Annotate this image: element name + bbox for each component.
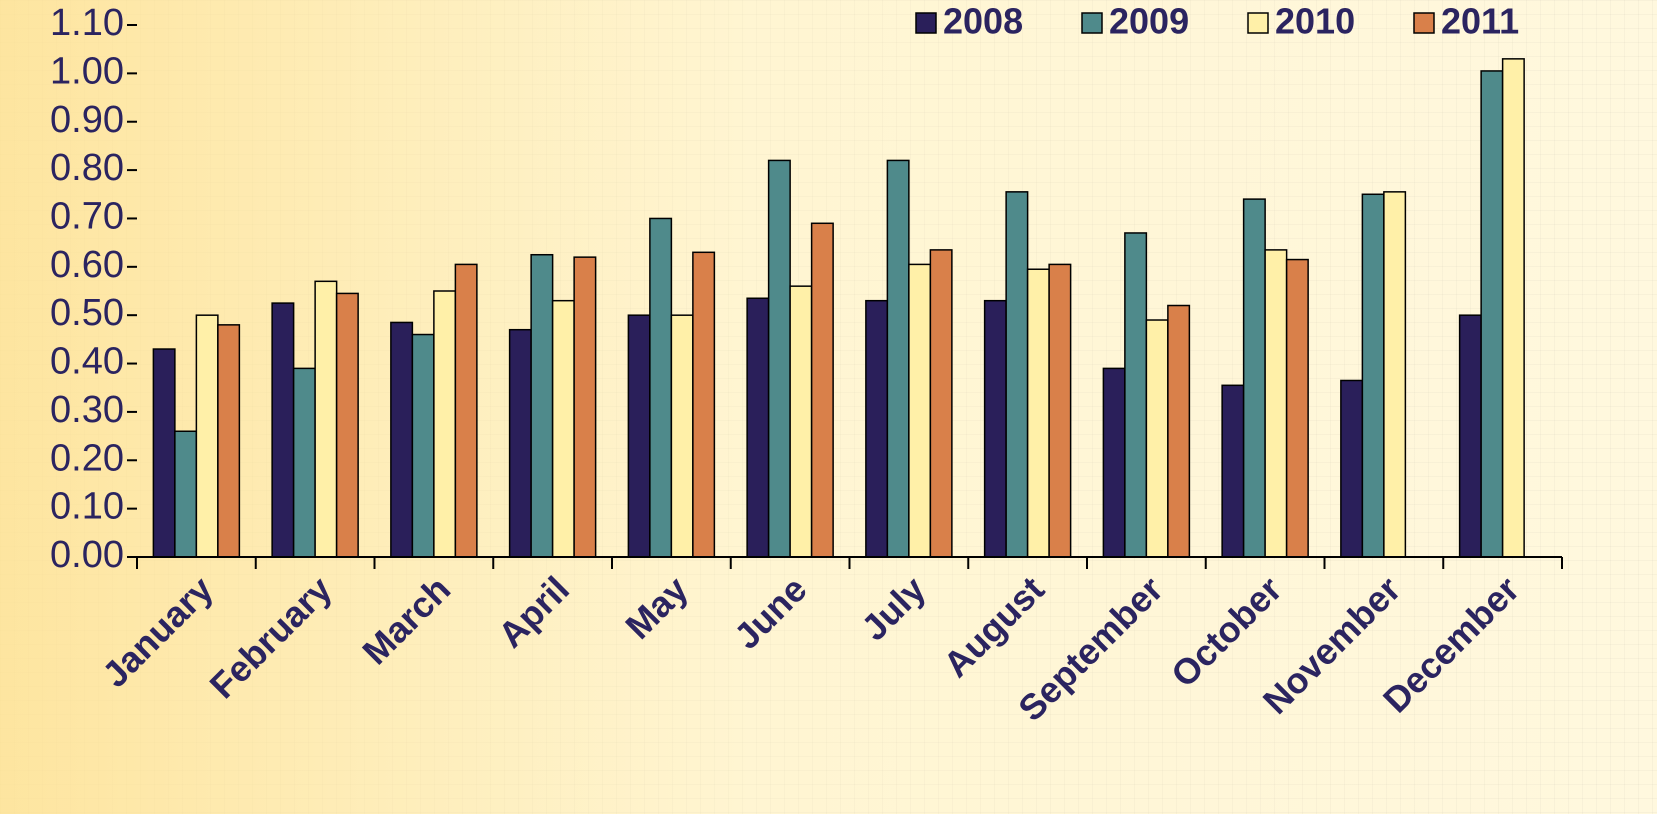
legend-label: 2010 — [1275, 1, 1355, 42]
y-tick-label: 0.20 — [50, 437, 124, 479]
bar — [292, 367, 316, 558]
bar — [692, 251, 716, 558]
bar — [217, 324, 241, 558]
y-tick-label: 0.40 — [50, 341, 124, 383]
bar — [670, 314, 694, 558]
bar — [271, 302, 295, 558]
bar — [411, 333, 435, 558]
bar — [1145, 319, 1169, 558]
legend-swatch — [1081, 12, 1103, 34]
x-tick-label: May — [617, 568, 696, 647]
bar — [573, 256, 597, 558]
y-tick-label: 0.30 — [50, 389, 124, 431]
bar — [1361, 193, 1385, 558]
x-tick-label: April — [490, 568, 577, 655]
bar — [649, 217, 673, 558]
bar — [433, 290, 457, 558]
bar — [390, 321, 414, 558]
bar — [1005, 191, 1029, 558]
legend-label: 2008 — [943, 1, 1023, 42]
bar — [530, 253, 554, 558]
legend-swatch — [1413, 12, 1435, 34]
y-tick-label: 0.00 — [50, 534, 124, 576]
bar — [551, 299, 575, 558]
y-tick-label: 1.10 — [50, 2, 124, 44]
legend-swatch — [1247, 12, 1269, 34]
y-tick-label: 0.90 — [50, 99, 124, 141]
y-tick-label: 1.00 — [50, 50, 124, 92]
bar — [1221, 384, 1245, 558]
bar — [929, 249, 953, 558]
bar — [1048, 263, 1072, 558]
bar — [886, 159, 910, 558]
bar — [1340, 379, 1364, 558]
bar — [1264, 249, 1288, 558]
legend-label: 2011 — [1441, 1, 1519, 42]
bar — [1102, 367, 1126, 558]
bar — [314, 280, 338, 558]
bar — [627, 314, 651, 558]
bar — [983, 299, 1007, 558]
bar — [1501, 58, 1525, 558]
bar — [746, 297, 770, 558]
x-tick-label: July — [853, 568, 933, 648]
bar — [810, 222, 834, 558]
bar — [1285, 258, 1309, 558]
x-tick-label: June — [726, 568, 814, 656]
bar — [1480, 70, 1504, 558]
bar — [908, 263, 932, 558]
bar — [865, 299, 889, 558]
bar — [174, 430, 198, 558]
bar — [454, 263, 478, 558]
bar — [508, 328, 532, 558]
x-tick-label: February — [202, 568, 340, 706]
bar — [152, 348, 176, 558]
y-tick-label: 0.60 — [50, 244, 124, 286]
x-tick-label: March — [354, 568, 458, 672]
bar — [1458, 314, 1482, 558]
bar — [767, 159, 791, 558]
y-tick-label: 0.50 — [50, 292, 124, 334]
y-tick-label: 0.80 — [50, 147, 124, 189]
bar — [1026, 268, 1050, 558]
bar — [335, 292, 359, 558]
bar — [1167, 304, 1191, 558]
bar — [1242, 198, 1266, 558]
bar — [1383, 191, 1407, 558]
y-tick-label: 0.10 — [50, 486, 124, 528]
x-tick-label: August — [935, 568, 1052, 685]
bar — [195, 314, 219, 558]
bar — [789, 285, 813, 558]
bar — [1124, 232, 1148, 558]
legend-swatch — [915, 12, 937, 34]
legend-label: 2009 — [1109, 1, 1189, 42]
y-tick-label: 0.70 — [50, 195, 124, 237]
